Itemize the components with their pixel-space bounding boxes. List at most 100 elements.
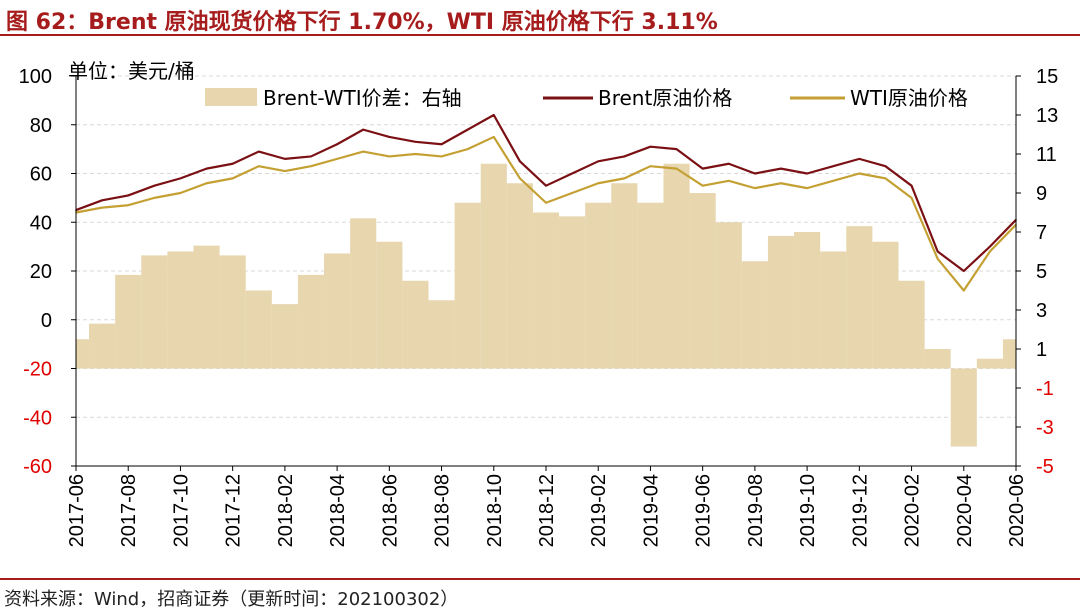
x-tick-label-10: 2019-02 bbox=[588, 474, 610, 547]
spread-bar-31 bbox=[872, 241, 899, 369]
spread-bar-3 bbox=[141, 255, 168, 369]
spread-bar-10 bbox=[324, 253, 351, 369]
wti-point-21 bbox=[623, 177, 626, 180]
legend-label-spread: Brent-WTI价差：右轴 bbox=[263, 86, 462, 110]
x-tick-label-3: 2017-12 bbox=[223, 474, 245, 547]
spread-bar-27 bbox=[767, 235, 795, 369]
brent-point-29 bbox=[832, 165, 835, 167]
x-tick-label-0: 2017-06 bbox=[66, 474, 88, 547]
brent-point-12 bbox=[388, 136, 391, 138]
wti-point-9 bbox=[310, 165, 312, 167]
figure-title: 图 62：Brent 原油现货价格下行 1.70%，WTI 原油价格下行 3.1… bbox=[6, 10, 718, 35]
wti-point-5 bbox=[205, 182, 208, 185]
source-note: 资料来源：Wind，招商证券（更新时间：202100302） bbox=[4, 589, 459, 610]
wti-point-23 bbox=[675, 167, 678, 170]
brent-point-6 bbox=[231, 162, 234, 165]
x-tick-label-8: 2018-10 bbox=[484, 474, 506, 547]
wti-point-28 bbox=[806, 187, 808, 189]
spread-bar-2 bbox=[115, 274, 142, 369]
spread-bar-4 bbox=[167, 251, 194, 369]
spread-series bbox=[76, 163, 1016, 447]
spread-bar-11 bbox=[350, 218, 377, 369]
left-axis-ticks: 100 80 60 40 20 0 -20 -40 -60 bbox=[19, 66, 76, 478]
spread-bar-12 bbox=[376, 241, 403, 369]
spread-bar-17 bbox=[506, 183, 533, 369]
spread-bar-23 bbox=[663, 163, 690, 369]
wti-series bbox=[75, 135, 1017, 292]
wti-point-18 bbox=[545, 201, 547, 204]
spread-bar-22 bbox=[637, 202, 664, 369]
brent-point-31 bbox=[884, 165, 887, 167]
brent-point-28 bbox=[806, 172, 808, 175]
brent-point-8 bbox=[284, 158, 286, 160]
wti-point-31 bbox=[884, 177, 887, 180]
x-tick-label-2: 2017-10 bbox=[170, 474, 192, 547]
wti-point-3 bbox=[153, 197, 156, 199]
brent-point-18 bbox=[545, 184, 547, 187]
x-tick-label-7: 2018-08 bbox=[432, 474, 454, 547]
brent-point-13 bbox=[414, 141, 417, 143]
spread-bar-28 bbox=[794, 232, 821, 369]
brent-point-25 bbox=[727, 162, 730, 165]
spread-bar-9 bbox=[297, 274, 325, 369]
wti-point-11 bbox=[362, 150, 365, 153]
right-tick-label-0: 15 bbox=[1036, 66, 1058, 88]
brent-point-11 bbox=[362, 128, 365, 131]
wti-point-19 bbox=[571, 192, 573, 194]
wti-point-15 bbox=[466, 148, 469, 150]
wti-point-34 bbox=[962, 289, 965, 292]
brent-point-27 bbox=[780, 167, 782, 170]
right-tick-label-5: 5 bbox=[1036, 261, 1047, 283]
wti-point-24 bbox=[701, 184, 704, 187]
wti-point-1 bbox=[101, 206, 103, 209]
right-tick-label-1: 13 bbox=[1036, 105, 1058, 127]
x-tick-label-15: 2019-12 bbox=[849, 474, 871, 547]
right-tick-label-8: -1 bbox=[1036, 378, 1054, 400]
spread-bar-26 bbox=[741, 261, 768, 369]
brent-point-30 bbox=[858, 158, 861, 160]
brent-point-17 bbox=[519, 160, 521, 163]
unit-label: 单位：美元/桶 bbox=[68, 59, 195, 83]
wti-point-2 bbox=[127, 204, 130, 206]
spread-bar-24 bbox=[689, 193, 716, 369]
spread-bar-15 bbox=[454, 202, 481, 369]
title-divider bbox=[0, 34, 1080, 36]
spread-bar-16 bbox=[480, 163, 507, 369]
left-tick-label-4: 20 bbox=[30, 261, 52, 283]
left-tick-label-8: -60 bbox=[23, 456, 52, 478]
wti-point-10 bbox=[336, 158, 338, 160]
wti-point-27 bbox=[780, 182, 782, 185]
x-tick-label-5: 2018-04 bbox=[327, 474, 349, 547]
legend-label-wti: WTI原油价格 bbox=[850, 86, 968, 110]
legend-label-brent: Brent原油价格 bbox=[598, 86, 732, 110]
spread-bar-1 bbox=[89, 323, 116, 369]
left-tick-label-6: -20 bbox=[23, 359, 52, 381]
spread-bar-8 bbox=[271, 304, 298, 369]
brent-point-34 bbox=[962, 270, 965, 272]
brent-series bbox=[75, 113, 1017, 273]
x-tick-label-11: 2019-04 bbox=[640, 474, 662, 547]
legend-swatch-spread bbox=[205, 88, 257, 106]
spread-bar-14 bbox=[428, 300, 455, 369]
brent-point-23 bbox=[675, 148, 678, 150]
right-tick-label-7: 1 bbox=[1036, 339, 1047, 361]
wti-point-33 bbox=[936, 258, 939, 260]
x-tick-label-4: 2018-02 bbox=[275, 474, 297, 547]
wti-point-12 bbox=[388, 155, 391, 158]
brent-point-15 bbox=[466, 128, 469, 131]
x-tick-label-17: 2020-04 bbox=[954, 474, 976, 547]
brent-point-14 bbox=[440, 143, 443, 146]
x-tick-label-18: 2020-06 bbox=[1006, 474, 1028, 547]
spread-bar-34 bbox=[950, 368, 977, 447]
spread-bar-29 bbox=[820, 251, 847, 369]
wti-point-8 bbox=[284, 170, 286, 172]
spread-bar-30 bbox=[846, 226, 873, 369]
right-tick-label-3: 9 bbox=[1036, 183, 1047, 205]
right-tick-label-10: -5 bbox=[1036, 456, 1054, 478]
wti-point-26 bbox=[754, 187, 756, 189]
spread-bar-6 bbox=[219, 255, 246, 369]
wti-point-4 bbox=[179, 192, 182, 194]
spread-bar-0 bbox=[76, 339, 90, 369]
right-axis-ticks: 15 13 11 9 7 5 3 1 -1 -3 -5 bbox=[1016, 66, 1058, 478]
